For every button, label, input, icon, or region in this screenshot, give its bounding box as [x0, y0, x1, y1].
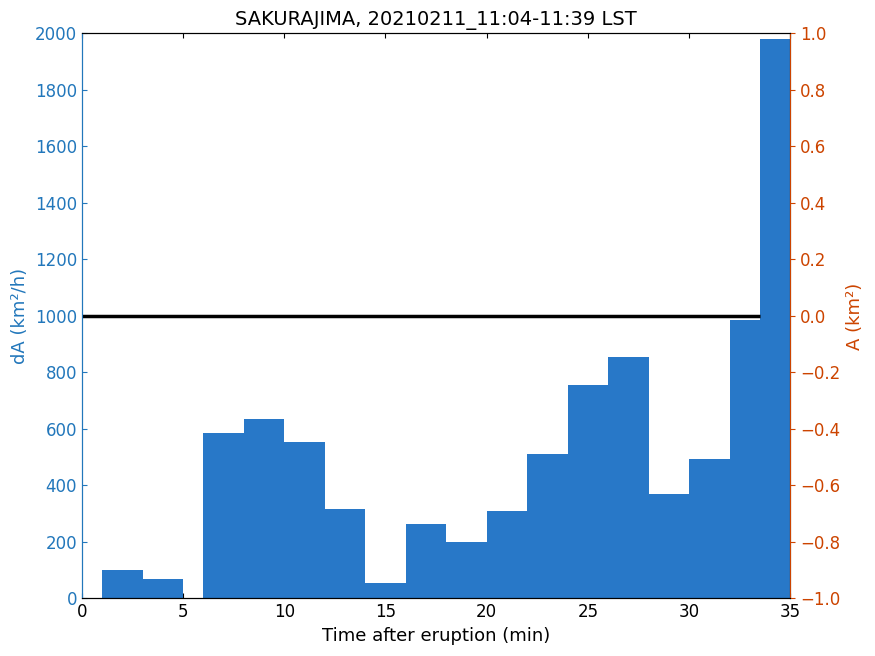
Bar [406, 523, 446, 598]
Bar [730, 320, 770, 598]
Bar [102, 570, 143, 598]
Bar [568, 385, 608, 598]
Title: SAKURAJIMA, 20210211_11:04-11:39 LST: SAKURAJIMA, 20210211_11:04-11:39 LST [235, 11, 637, 30]
Bar [203, 433, 244, 598]
Bar [527, 455, 568, 598]
Bar [284, 441, 325, 598]
Bar [760, 39, 801, 598]
Bar [244, 419, 284, 598]
Y-axis label: dA (km²/h): dA (km²/h) [11, 268, 29, 364]
Bar [487, 511, 527, 598]
Bar [325, 510, 365, 598]
X-axis label: Time after eruption (min): Time after eruption (min) [322, 627, 550, 645]
Bar [690, 459, 730, 598]
Y-axis label: A (km²): A (km²) [846, 282, 864, 350]
Bar [608, 357, 648, 598]
Bar [143, 579, 183, 598]
Bar [648, 494, 690, 598]
Bar [446, 542, 487, 598]
Bar [365, 583, 406, 598]
